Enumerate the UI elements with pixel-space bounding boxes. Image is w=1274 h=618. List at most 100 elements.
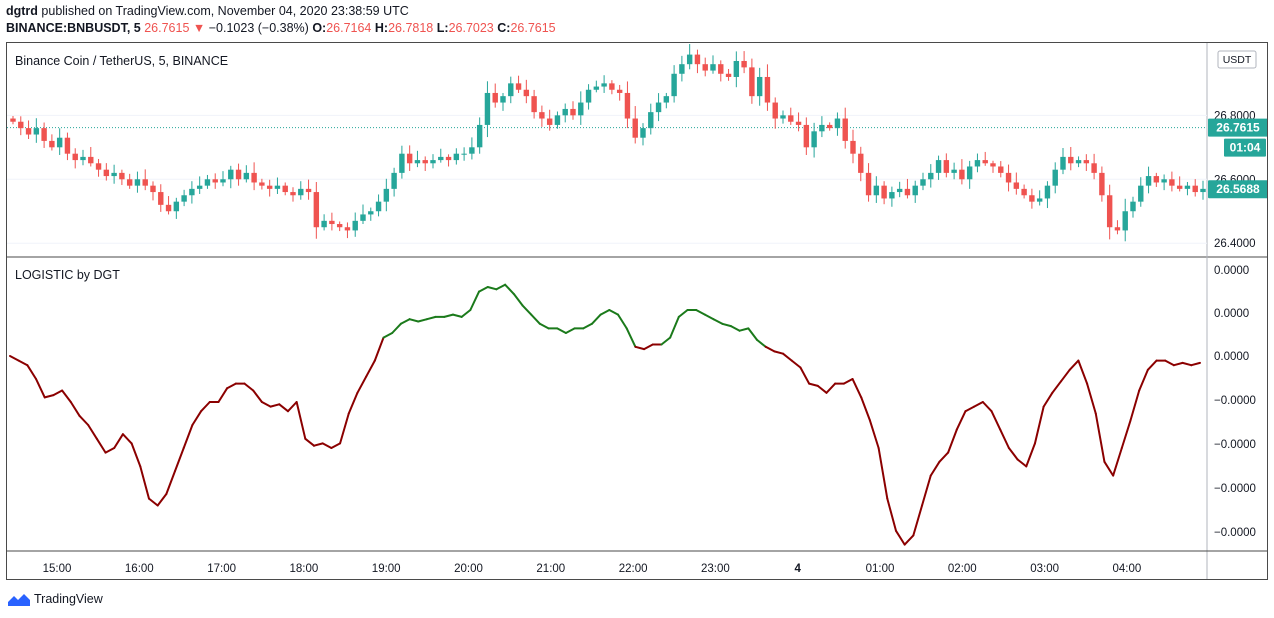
currency-label-box[interactable]: USDT xyxy=(1217,50,1257,69)
candle-body xyxy=(710,64,716,71)
candle-body xyxy=(523,89,530,97)
candle xyxy=(998,161,1004,178)
oscillator-segment xyxy=(365,359,376,378)
candle xyxy=(88,146,94,167)
oscillator-segment xyxy=(95,437,107,454)
candle-body xyxy=(235,169,242,180)
author-name[interactable]: dgtrd xyxy=(6,4,38,18)
candle xyxy=(772,97,778,129)
oscillator-segment xyxy=(808,382,819,387)
candle-body xyxy=(119,172,125,180)
candle-body xyxy=(41,128,47,141)
candle-body xyxy=(150,185,156,193)
candle-body xyxy=(850,140,856,154)
oscillator-segment xyxy=(877,447,889,500)
candle xyxy=(158,184,164,212)
candle xyxy=(1114,220,1121,235)
high-value: 26.7818 xyxy=(388,21,434,35)
oscillator-segment xyxy=(1181,361,1193,367)
candle-body xyxy=(640,128,646,138)
candle-body xyxy=(920,179,926,186)
candle-body xyxy=(484,92,491,125)
oscillator-segment xyxy=(121,433,133,445)
candle-body xyxy=(243,172,250,180)
candle-body xyxy=(228,169,234,180)
oscillator-segment xyxy=(295,401,307,440)
candle xyxy=(18,116,24,136)
candle-body xyxy=(842,118,848,141)
candle xyxy=(235,163,242,186)
oscillator-segment xyxy=(260,401,272,408)
candle-body xyxy=(1200,188,1206,193)
candle xyxy=(811,122,817,158)
candle xyxy=(406,145,413,171)
candle-body xyxy=(663,96,670,103)
candle-body xyxy=(1161,179,1167,183)
oscillator-segment xyxy=(903,534,915,546)
oscillator-segment xyxy=(782,352,793,362)
candle-body xyxy=(912,185,918,196)
candle-body xyxy=(360,214,366,221)
candle xyxy=(430,154,436,169)
oscillator-segment xyxy=(617,313,628,330)
candle-body xyxy=(1029,195,1035,202)
candle-body xyxy=(756,76,763,97)
price-badge: 26.5688 xyxy=(1208,180,1268,199)
candle-body xyxy=(655,102,662,113)
time-tick-label: 4 xyxy=(794,563,801,575)
oscillator-segment xyxy=(1094,412,1106,463)
oscillator-segment xyxy=(1138,368,1149,392)
candle xyxy=(865,163,872,202)
oscillator-segment xyxy=(243,382,255,392)
time-tick-label: 22:00 xyxy=(619,563,648,575)
oscillator-segment xyxy=(608,309,620,316)
candle xyxy=(718,60,724,82)
candle xyxy=(422,156,428,171)
time-tick-label: 01:00 xyxy=(866,563,895,575)
candle xyxy=(25,120,32,139)
candle xyxy=(321,214,327,231)
candle xyxy=(904,178,911,199)
chart-frame xyxy=(6,42,1268,580)
candle-body xyxy=(453,153,460,161)
oscillator-tick-label: −0.0000 xyxy=(1214,483,1256,495)
oscillator-segment xyxy=(695,309,706,316)
candle-body xyxy=(430,160,436,164)
candle-body xyxy=(1184,185,1191,189)
candle xyxy=(360,204,366,225)
candle-body xyxy=(686,54,693,65)
candle xyxy=(850,129,856,164)
candle-body xyxy=(173,201,180,212)
candle xyxy=(251,162,257,191)
candle-body xyxy=(500,96,506,103)
candle-body xyxy=(196,185,203,189)
candle-body xyxy=(928,172,934,180)
oscillator-segment xyxy=(538,322,550,330)
candle-body xyxy=(336,224,343,228)
oscillator-segment xyxy=(252,389,263,403)
candle-body xyxy=(391,172,397,189)
oscillator-segment xyxy=(1016,458,1028,468)
oscillator-segment xyxy=(1086,382,1097,415)
candle xyxy=(725,68,732,81)
oscillator-segment xyxy=(469,290,481,311)
candle xyxy=(1130,196,1136,218)
footer-brand[interactable]: TradingView xyxy=(8,592,103,606)
candle-body xyxy=(189,188,195,196)
oscillator-segment xyxy=(773,350,785,355)
candle-body xyxy=(702,64,708,71)
candle xyxy=(72,148,78,169)
oscillator-segment xyxy=(1068,359,1080,371)
oscillator-segment xyxy=(165,470,177,495)
candle-body xyxy=(515,83,522,90)
candle-body xyxy=(811,131,817,148)
candle xyxy=(259,178,265,190)
oscillator-segment xyxy=(373,336,385,362)
oscillator-segment xyxy=(313,442,324,447)
candle xyxy=(624,81,631,129)
oscillator-segment xyxy=(52,389,64,397)
candle-body xyxy=(826,124,833,129)
oscillator-segment xyxy=(1051,380,1063,394)
close-value: 26.7615 xyxy=(510,21,556,35)
